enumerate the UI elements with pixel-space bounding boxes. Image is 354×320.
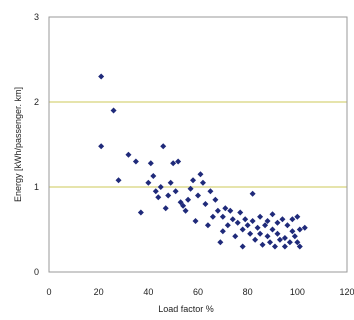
y-axis-title: Energy [kWh/passenger. km] <box>13 87 23 202</box>
y-tick-label: 2 <box>34 97 39 107</box>
data-point <box>207 188 214 195</box>
data-point <box>274 219 281 226</box>
data-point <box>180 202 187 209</box>
data-point <box>217 239 224 246</box>
data-point <box>267 239 274 246</box>
data-point <box>247 230 254 237</box>
data-point <box>239 226 246 233</box>
x-tick-label: 100 <box>290 287 305 297</box>
data-point <box>150 172 157 179</box>
data-point <box>219 213 226 220</box>
data-point <box>264 218 271 224</box>
data-point <box>281 235 288 241</box>
data-point <box>289 216 296 223</box>
data-point <box>232 233 239 240</box>
x-tick-label: 60 <box>193 287 203 297</box>
data-point <box>162 205 169 212</box>
data-point <box>145 179 152 186</box>
x-tick-label: 20 <box>94 287 104 297</box>
plot-area-frame <box>48 16 348 273</box>
x-tick-label: 40 <box>143 287 153 297</box>
data-point <box>276 236 283 243</box>
data-point <box>262 222 269 229</box>
data-point <box>234 219 241 226</box>
data-point <box>224 222 231 229</box>
data-point <box>98 73 105 80</box>
x-tick-label: 0 <box>46 287 51 297</box>
data-point <box>199 179 206 186</box>
data-point <box>289 228 296 235</box>
data-point <box>259 241 266 248</box>
data-point <box>239 243 246 250</box>
data-point <box>244 222 251 229</box>
data-point <box>195 192 201 199</box>
data-point <box>214 207 221 214</box>
data-point <box>249 190 256 197</box>
data-point <box>185 196 192 203</box>
data-point <box>160 143 167 150</box>
data-point <box>137 209 144 216</box>
data-point <box>252 236 259 243</box>
data-point <box>281 243 288 250</box>
x-tick-label: 120 <box>339 287 354 297</box>
data-point <box>157 184 164 190</box>
data-point <box>192 218 199 224</box>
y-tick-label: 0 <box>34 267 39 277</box>
data-point <box>222 205 229 212</box>
data-point <box>229 216 236 223</box>
data-point <box>167 179 174 186</box>
data-point <box>294 213 301 220</box>
y-tick-label: 3 <box>34 12 39 22</box>
data-point <box>237 209 244 216</box>
data-point <box>98 143 105 150</box>
x-axis-title: Load factor % <box>158 304 214 314</box>
data-point <box>165 192 172 199</box>
data-point <box>197 171 204 178</box>
data-point <box>301 224 308 231</box>
data-point <box>296 226 303 233</box>
data-point <box>294 239 301 246</box>
y-tick-label: 1 <box>34 182 39 192</box>
data-point <box>257 230 264 237</box>
data-point <box>132 158 139 165</box>
data-point <box>190 177 197 184</box>
data-point <box>271 243 278 250</box>
data-point <box>209 213 216 220</box>
data-point <box>182 207 189 214</box>
data-point <box>254 224 261 231</box>
data-point <box>175 158 182 165</box>
data-point <box>155 194 162 201</box>
data-point <box>291 233 298 240</box>
data-point <box>264 233 271 240</box>
data-point <box>257 213 264 220</box>
data-point <box>110 107 117 114</box>
x-axis-ticks: 0 20 40 60 80 100 120 <box>46 287 354 297</box>
data-point <box>249 218 256 224</box>
data-point <box>202 201 209 207</box>
data-point <box>187 185 194 192</box>
data-point <box>147 160 154 167</box>
data-point <box>172 188 179 195</box>
data-point <box>125 151 132 158</box>
data-point <box>212 196 219 203</box>
data-point <box>269 211 276 218</box>
data-point <box>274 230 281 237</box>
data-point <box>204 222 211 229</box>
gridlines <box>49 101 347 188</box>
data-point <box>296 243 303 250</box>
data-point <box>115 177 122 184</box>
data-point <box>170 160 177 167</box>
data-point <box>269 226 276 233</box>
data-point <box>242 216 249 223</box>
data-points <box>98 73 308 250</box>
data-point <box>279 216 286 223</box>
data-point <box>219 228 226 235</box>
data-point <box>284 222 291 229</box>
x-tick-label: 80 <box>243 287 253 297</box>
data-point <box>152 188 159 195</box>
data-point <box>286 239 293 246</box>
y-axis-ticks: 0 1 2 3 <box>34 12 39 277</box>
data-point <box>227 207 234 214</box>
